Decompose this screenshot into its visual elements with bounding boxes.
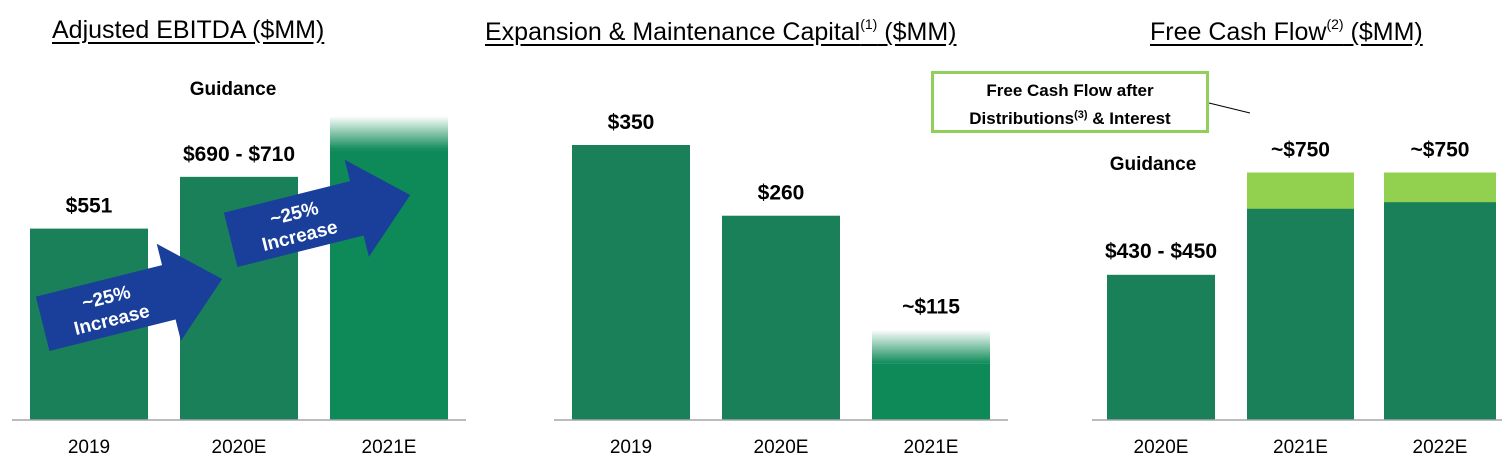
ebitda-title-text: Adjusted EBITDA ($MM) (52, 16, 325, 44)
fcf-xtick-2: 2022E (1413, 437, 1468, 458)
ebitda-title: Adjusted EBITDA ($MM) (52, 16, 324, 45)
fcf-xtick-1: 2021E (1273, 437, 1328, 458)
ebitda-panel: Adjusted EBITDA ($MM) $551 2019 $690 - $71… (0, 0, 470, 470)
capex-bar-fade-2 (872, 329, 990, 364)
capex-value-label-0: $350 (608, 111, 655, 134)
ebitda-bar-fade-2 (330, 116, 448, 151)
fcf-title-unit: ($MM) (1343, 18, 1423, 46)
callout-pointer-line (1208, 102, 1251, 114)
ebitda-xtick-1: 2020E (212, 437, 267, 458)
capex-bar-0 (572, 145, 690, 420)
fcf-title-text: Free Cash Flow (1150, 18, 1327, 46)
capex-title-text: Expansion & Maintenance Capital (485, 18, 861, 46)
increase-arrow-1: ~25%Increase (35, 243, 223, 351)
fcf-title-sup: (2) (1326, 16, 1344, 32)
callout-line2-start: Distributions (969, 109, 1075, 128)
fcf-value-label-0: $430 - $450 (1105, 240, 1217, 263)
fcf-after-distributions-callout: Free Cash Flow after Distributions(3) & … (931, 71, 1209, 133)
fcf-guidance-label: Guidance (1110, 154, 1197, 175)
fcf-value-label-1: ~$750 (1271, 139, 1330, 162)
ebitda-guidance-label: Guidance (190, 79, 277, 100)
capex-title: Expansion & Maintenance Capital(1) ($MM) (485, 16, 957, 47)
fcf-bar-2 (1384, 202, 1496, 420)
fcf-bar-1 (1247, 208, 1354, 420)
ebitda-value-label-1: $690 - $710 (183, 143, 295, 166)
increase-arrow-2-shape (223, 159, 411, 267)
ebitda-xtick-2: 2021E (362, 437, 417, 458)
increase-arrow-1-shape (35, 243, 223, 351)
increase-arrow-2: ~25%Increase (223, 159, 411, 267)
ebitda-value-label-0: $551 (66, 195, 113, 218)
capex-xtick-0: 2019 (610, 437, 652, 458)
capex-value-label-1: $260 (758, 182, 805, 205)
callout-line1: Free Cash Flow after (986, 81, 1154, 100)
callout-line2: Distributions(3) & Interest (934, 103, 1206, 131)
capex-title-sup: (1) (860, 16, 878, 32)
fcf-value-label-2: ~$750 (1411, 139, 1470, 162)
capex-xtick-1: 2020E (754, 437, 809, 458)
capex-value-label-2: ~$115 (902, 296, 960, 319)
ebitda-xtick-0: 2019 (68, 437, 110, 458)
fcf-xtick-0: 2020E (1134, 437, 1189, 458)
callout-sup: (3) (1074, 109, 1088, 121)
fcf-bar-0 (1107, 274, 1215, 420)
capex-xtick-2: 2021E (904, 437, 959, 458)
callout-line2-end: & Interest (1087, 109, 1171, 128)
fcf-title: Free Cash Flow(2) ($MM) (1150, 16, 1423, 47)
ebitda-chart: $551 2019 $690 - $710 2020E 2021E Guidance ~25… (12, 79, 466, 458)
capex-bar-2 (872, 363, 990, 420)
capex-title-unit: ($MM) (877, 18, 957, 46)
capex-bar-1 (722, 215, 840, 420)
